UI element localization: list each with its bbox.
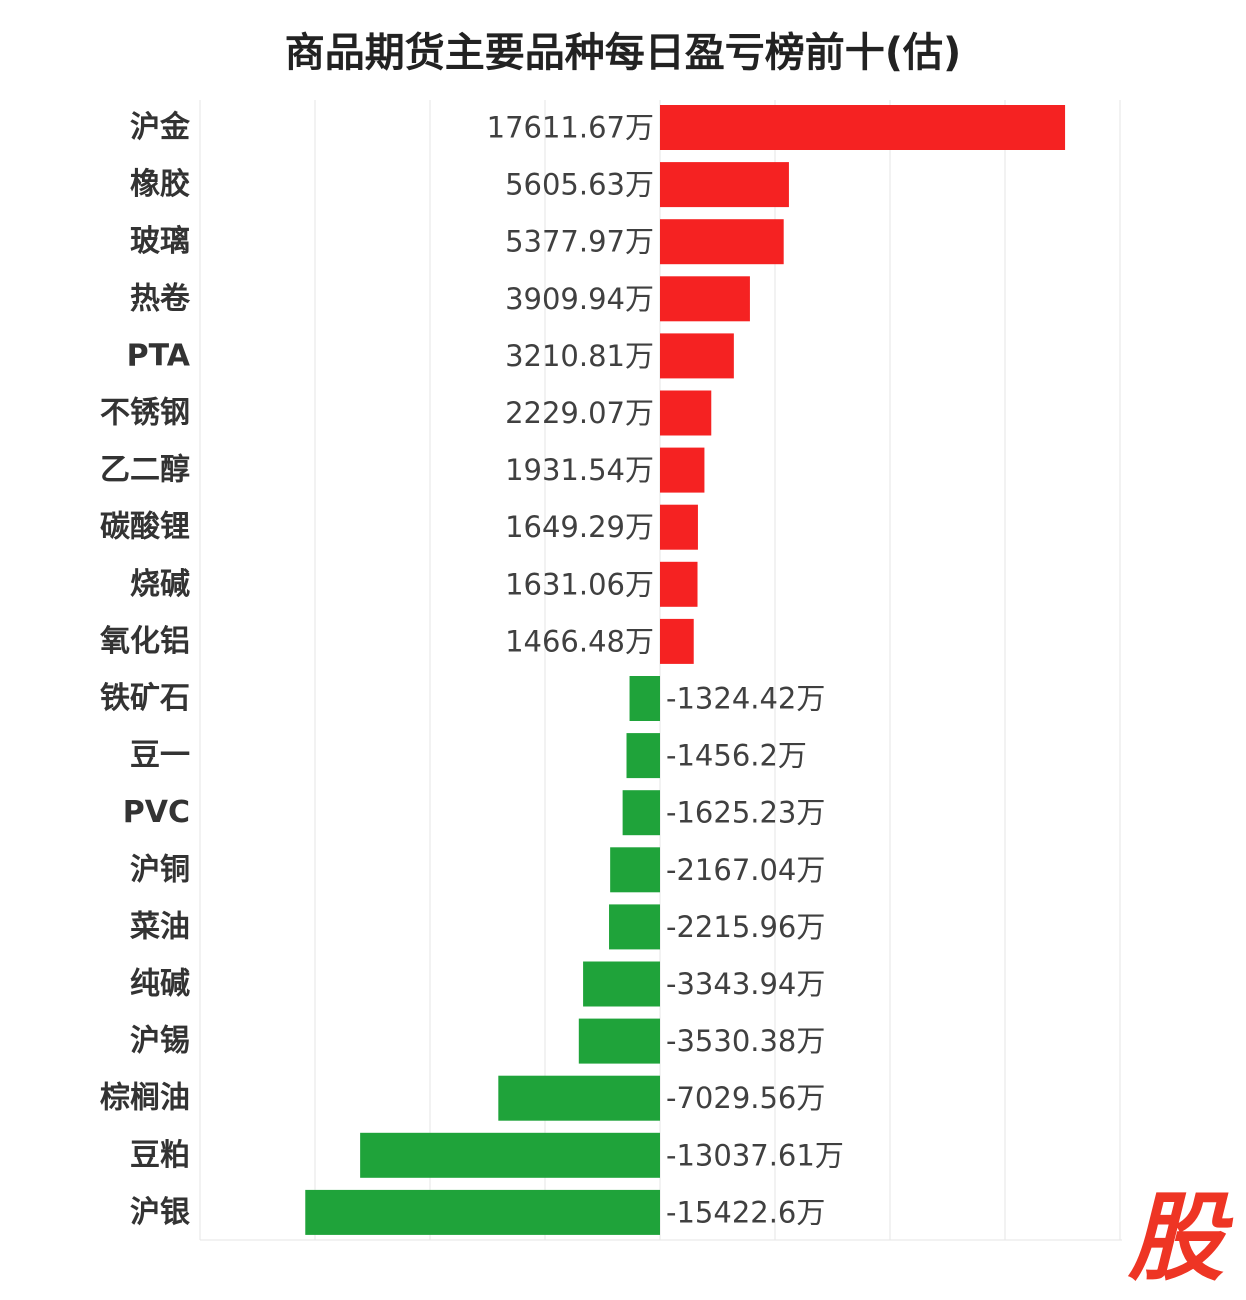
value-label: 1649.29万 xyxy=(505,510,654,544)
category-label: 沪银 xyxy=(130,1195,190,1230)
bar-loss xyxy=(360,1132,660,1178)
bar-loss xyxy=(578,1018,660,1064)
bar-profit xyxy=(660,618,694,664)
category-label: 棕榈油 xyxy=(100,1081,190,1116)
category-label: 豆一 xyxy=(130,738,190,773)
bar-profit xyxy=(660,447,705,493)
category-label: PVC xyxy=(123,795,190,830)
bar-profit xyxy=(660,390,712,436)
category-label: PTA xyxy=(127,338,191,373)
category-label: 不锈钢 xyxy=(100,396,190,431)
bar-profit xyxy=(660,219,784,265)
category-label: 玻璃 xyxy=(130,224,190,259)
value-label: -3530.38万 xyxy=(666,1024,825,1058)
value-label: -13037.61万 xyxy=(666,1138,844,1172)
value-label: -15422.6万 xyxy=(666,1195,825,1229)
value-label: -2215.96万 xyxy=(666,910,825,944)
value-label: 17611.67万 xyxy=(487,111,654,145)
category-label: 橡胶 xyxy=(130,167,190,202)
category-label: 菜油 xyxy=(130,909,190,944)
category-label: 沪锡 xyxy=(130,1024,190,1059)
category-label: 纯碱 xyxy=(130,967,190,1002)
bar-loss xyxy=(610,847,660,893)
bar-profit xyxy=(660,333,734,379)
chart-title: 商品期货主要品种每日盈亏榜前十(估) xyxy=(284,30,962,76)
value-label: -3343.94万 xyxy=(666,967,825,1001)
value-label: -1625.23万 xyxy=(666,796,825,830)
value-label: 2229.07万 xyxy=(505,396,654,430)
bar-loss xyxy=(498,1075,660,1121)
value-label: -2167.04万 xyxy=(666,853,825,887)
bar-loss xyxy=(622,790,660,836)
value-label: 3909.94万 xyxy=(505,282,654,316)
value-label: 5377.97万 xyxy=(505,225,654,259)
bar-profit xyxy=(660,561,698,607)
category-label: 乙二醇 xyxy=(100,453,190,488)
bar-loss xyxy=(609,904,660,950)
value-label: 1466.48万 xyxy=(505,624,654,658)
category-label: 沪铜 xyxy=(130,852,190,887)
category-label: 热卷 xyxy=(130,281,191,316)
value-label: 3210.81万 xyxy=(505,339,654,373)
value-label: 1631.06万 xyxy=(505,567,654,601)
bar-profit xyxy=(660,162,789,208)
bar-profit xyxy=(660,276,750,322)
category-label: 烧碱 xyxy=(130,567,190,602)
category-label: 氧化铝 xyxy=(100,624,190,659)
value-label: 5605.63万 xyxy=(505,168,654,202)
category-label: 碳酸锂 xyxy=(100,510,190,545)
watermark-logo: 股 xyxy=(1128,1182,1224,1294)
bar-loss xyxy=(626,733,660,779)
category-label: 铁矿石 xyxy=(100,681,190,716)
bar-loss xyxy=(305,1189,660,1235)
value-label: 1931.54万 xyxy=(505,453,654,487)
bar-loss xyxy=(583,961,660,1007)
bar-profit xyxy=(660,504,698,550)
value-label: -1456.2万 xyxy=(666,739,807,773)
bar-profit xyxy=(660,105,1066,150)
category-label: 豆粕 xyxy=(130,1138,190,1173)
value-label: -7029.56万 xyxy=(666,1081,825,1115)
value-label: -1324.42万 xyxy=(666,682,825,716)
bar-loss xyxy=(629,676,660,721)
category-label: 沪金 xyxy=(130,110,191,145)
